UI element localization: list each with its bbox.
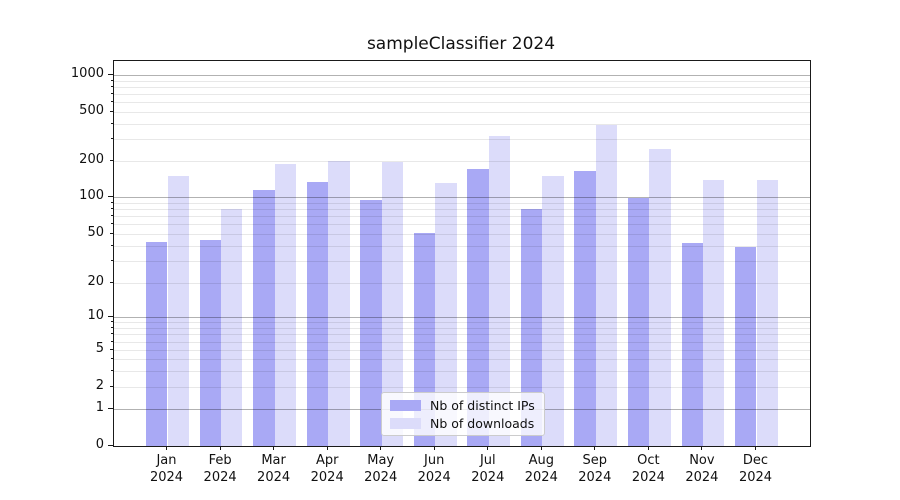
legend-swatch-downloads [390, 417, 421, 429]
bar-distinct-ips-oct-2024 [628, 198, 650, 446]
y-minor-tick [111, 207, 113, 209]
legend-label-distinct-ips: Nb of distinct IPs [430, 397, 535, 413]
y-minor-tick [111, 122, 113, 124]
y-tick [108, 445, 113, 446]
x-tick [219, 446, 221, 450]
bar-downloads-mar-2024 [274, 163, 296, 446]
y-minor-tick [111, 259, 113, 261]
y-tick-label: 1000 [70, 66, 104, 81]
bar-distinct-ips-jul-2024 [467, 168, 489, 446]
x-tick [166, 446, 167, 450]
x-tick-label: Jul 2024 [471, 453, 505, 485]
bar-distinct-ips-aug-2024 [520, 208, 543, 446]
bar-downloads-dec-2024 [756, 179, 778, 446]
x-tick [487, 446, 489, 450]
y-tick [108, 196, 113, 197]
bar-downloads-jun-2024 [435, 183, 457, 446]
y-tick [109, 160, 113, 161]
bar-downloads-jul-2024 [488, 136, 511, 446]
legend-item-downloads: Nb of downloads [390, 416, 536, 431]
plot-area: Nb of distinct IPs Nb of downloads [113, 60, 811, 447]
y-tick [108, 315, 113, 317]
y-minor-tick [111, 138, 113, 140]
y-minor-tick [111, 358, 113, 360]
x-tick-label: Apr 2024 [310, 453, 344, 485]
x-tick [540, 446, 542, 450]
y-tick-label: 50 [87, 224, 104, 240]
y-minor-tick [111, 340, 113, 342]
y-tick-label: 5 [95, 341, 104, 357]
bar-distinct-ips-dec-2024 [735, 246, 757, 446]
y-minor-tick [111, 79, 113, 81]
y-minor-tick [111, 101, 113, 102]
bar-distinct-ips-nov-2024 [681, 242, 703, 446]
bar-downloads-nov-2024 [702, 180, 725, 446]
x-tick-label: Feb 2024 [203, 453, 237, 485]
y-tick [109, 232, 113, 234]
y-tick-label: 1 [95, 400, 104, 415]
y-tick-label: 500 [79, 102, 104, 118]
y-tick [109, 281, 113, 283]
x-tick [594, 446, 596, 450]
bar-downloads-feb-2024 [221, 209, 243, 446]
x-tick-label: Mar 2024 [257, 453, 291, 485]
y-minor-tick [111, 244, 113, 246]
y-tick-label: 20 [87, 273, 104, 289]
legend-label-downloads: Nb of downloads [430, 415, 535, 431]
y-tick-label: 100 [79, 188, 104, 203]
x-tick [755, 446, 756, 450]
x-tick [433, 446, 435, 450]
bar-downloads-apr-2024 [328, 161, 350, 446]
x-tick-label: Nov 2024 [685, 453, 719, 485]
y-minor-tick [111, 326, 113, 328]
y-minor-tick [111, 333, 113, 334]
bar-downloads-jan-2024 [167, 175, 189, 446]
y-minor-tick [111, 85, 113, 87]
y-tick [109, 386, 113, 387]
x-tick-label: Jan 2024 [149, 453, 184, 485]
x-tick-label: May 2024 [364, 453, 398, 485]
bars-layer [114, 61, 810, 446]
x-tick-label: Jun 2024 [417, 453, 451, 485]
bar-downloads-oct-2024 [649, 148, 671, 446]
bar-distinct-ips-mar-2024 [253, 190, 275, 446]
y-minor-tick [111, 222, 113, 224]
legend-swatch-distinct-ips [390, 399, 421, 411]
bar-downloads-aug-2024 [542, 176, 564, 446]
y-minor-tick [111, 214, 113, 216]
bar-distinct-ips-jan-2024 [146, 241, 168, 446]
x-tick [380, 446, 382, 450]
x-tick [273, 446, 275, 450]
y-tick-label: 200 [79, 152, 104, 167]
y-minor-tick [111, 201, 113, 203]
y-tick-label: 0 [95, 437, 104, 452]
x-tick-label: Oct 2024 [631, 453, 665, 485]
y-tick [108, 74, 113, 75]
legend-item-distinct-ips: Nb of distinct IPs [390, 398, 536, 413]
x-tick [701, 446, 703, 450]
chart-title: sampleClassifier 2024 [366, 34, 556, 54]
y-minor-tick [111, 92, 113, 94]
bar-distinct-ips-sep-2024 [574, 171, 596, 446]
x-tick-label: Dec 2024 [738, 453, 773, 485]
bar-distinct-ips-may-2024 [360, 200, 382, 446]
x-tick-label: Aug 2024 [524, 453, 558, 485]
y-tick [108, 408, 113, 409]
y-tick-label: 2 [95, 378, 104, 393]
bar-downloads-sep-2024 [595, 125, 618, 446]
x-tick-label: Sep 2024 [578, 453, 612, 485]
bar-downloads-may-2024 [381, 161, 404, 446]
y-minor-tick [111, 369, 113, 371]
x-tick [326, 446, 328, 450]
bar-distinct-ips-feb-2024 [199, 240, 222, 446]
y-tick-label: 10 [87, 307, 104, 323]
x-tick [647, 446, 649, 450]
y-tick [109, 110, 113, 112]
y-tick [109, 349, 113, 351]
legend: Nb of distinct IPs Nb of downloads [381, 392, 545, 436]
bar-distinct-ips-apr-2024 [306, 181, 329, 446]
y-minor-tick [111, 320, 113, 322]
